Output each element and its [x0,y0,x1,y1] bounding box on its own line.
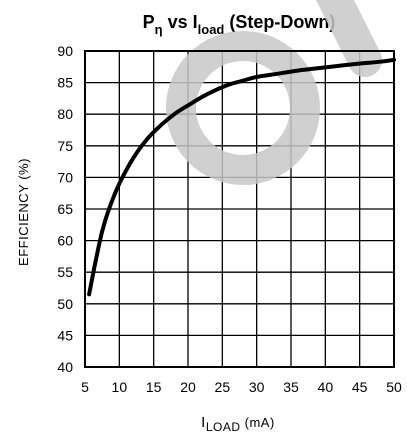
y-tick-label: 75 [57,138,73,154]
x-axis-label: ILOAD (mA) [201,414,275,434]
x-axis-label-main: I [201,414,206,431]
y-tick-label: 50 [57,296,73,312]
y-tick-label: 60 [57,233,73,249]
title-i-subscript: load [198,22,225,37]
x-tick-label: 30 [249,379,265,395]
x-tick-label: 50 [386,379,402,395]
x-tick-label: 25 [215,379,231,395]
x-axis-label-subscript: LOAD [206,420,241,434]
y-tick-label: 85 [57,75,73,91]
grid-lines [84,50,395,368]
x-tick-label: 35 [283,379,299,395]
x-tick-label: 10 [112,379,128,395]
chart-title: Pη vs Iload (Step-Down) [143,12,336,37]
title-p-subscript: η [155,22,163,37]
y-tick-label: 80 [57,106,73,122]
title-vs: vs I [163,12,198,32]
y-axis-label: EFFICIENCY (%) [16,158,31,266]
y-tick-label: 70 [57,169,73,185]
y-tick-label: 40 [57,359,73,375]
data-series [87,57,396,297]
x-tick-label: 45 [352,379,368,395]
y-tick-label: 65 [57,201,73,217]
x-axis-label-unit: (mA) [241,415,275,430]
x-tick-label: 5 [81,379,89,395]
y-tick-label: 90 [57,43,73,59]
plot-border [84,50,395,368]
x-tick-label: 40 [318,379,334,395]
y-tick-labels: 40 45 50 55 60 65 70 75 80 85 90 [57,43,73,375]
y-tick-label: 45 [57,327,73,343]
y-tick-label: 55 [57,264,73,280]
x-tick-label: 15 [146,379,162,395]
title-p: P [143,12,155,32]
x-tick-labels: 5 10 15 20 25 30 35 40 45 50 [81,379,402,395]
efficiency-curve [87,57,396,297]
title-rest: (Step-Down) [224,12,335,32]
watermark-slash [315,0,382,77]
x-tick-label: 20 [180,379,196,395]
plot-frame [84,50,395,368]
watermark-ring [166,31,320,185]
